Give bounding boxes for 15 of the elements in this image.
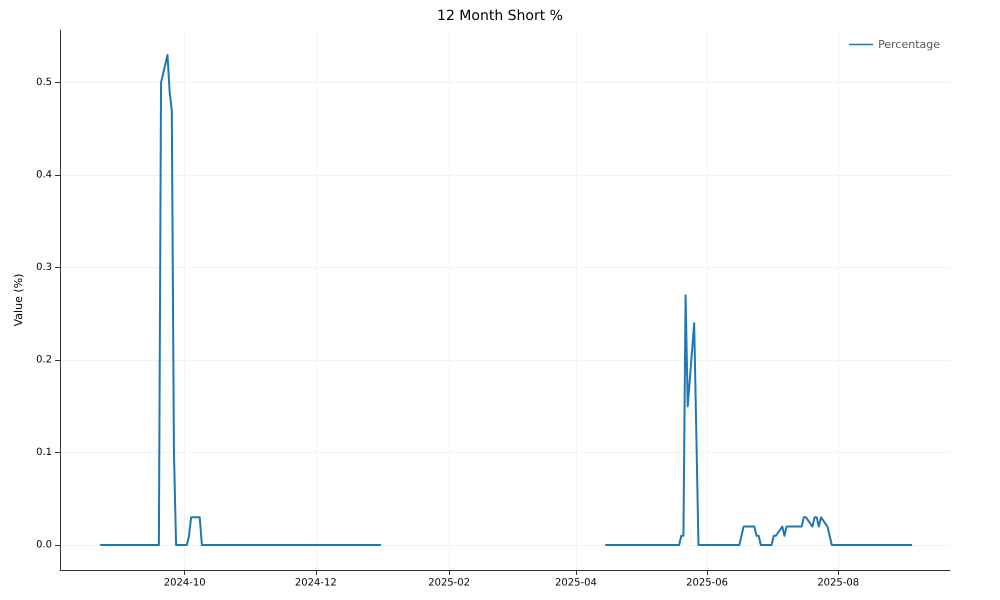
x-tick-label: 2024-10 [164, 578, 206, 588]
y-tick-label: 0.0 [36, 540, 52, 551]
x-tick-label: 2025-08 [817, 578, 860, 588]
x-tick-label: 2025-06 [686, 578, 728, 588]
chart-title: 12 Month Short % [437, 8, 563, 24]
x-tick-label: 2025-02 [428, 578, 470, 588]
x-tick-label: 2025-04 [555, 578, 597, 588]
y-tick-label: 0.4 [36, 170, 52, 181]
y-tick-label: 0.5 [36, 77, 52, 88]
legend-label: Percentage [878, 38, 940, 51]
y-tick-label: 0.2 [36, 354, 52, 366]
y-tick-label: 0.3 [36, 262, 52, 274]
y-axis-title: Value (%) [12, 274, 25, 326]
y-tick-label: 0.1 [36, 447, 52, 458]
x-tick-label: 2024-12 [294, 578, 337, 588]
